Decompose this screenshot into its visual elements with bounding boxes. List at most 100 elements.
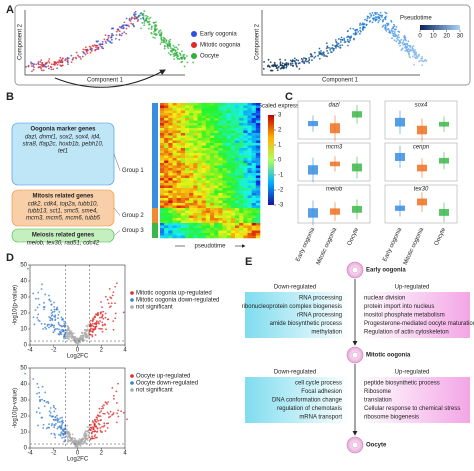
heatmap-cell bbox=[193, 228, 198, 231]
heatmap-cell bbox=[214, 133, 219, 136]
box bbox=[308, 165, 318, 175]
heatmap-cell bbox=[214, 170, 219, 174]
heatmap-cell bbox=[239, 123, 244, 126]
heatmap-cell bbox=[235, 103, 240, 106]
heatmap-cell bbox=[185, 135, 190, 139]
heatmap-cell bbox=[176, 118, 182, 121]
cell-point bbox=[361, 27, 364, 29]
cell-point bbox=[27, 64, 30, 67]
heatmap-cell bbox=[210, 145, 215, 149]
gene-point bbox=[96, 314, 99, 317]
cell-point bbox=[279, 61, 282, 64]
gene-point bbox=[99, 427, 102, 429]
heatmap-cell bbox=[243, 148, 248, 151]
heatmap-cell bbox=[214, 118, 219, 121]
heatmap-cell bbox=[172, 190, 177, 194]
heatmap-cell bbox=[164, 235, 169, 239]
stage-label: Oocyte bbox=[366, 443, 387, 449]
go-term: mRNA transport bbox=[299, 415, 342, 421]
heatmap-cell bbox=[247, 215, 252, 219]
heatmap-cell bbox=[214, 220, 219, 224]
cell-point bbox=[374, 18, 377, 21]
heatmap-cell bbox=[210, 185, 215, 189]
cell-point bbox=[30, 65, 33, 68]
gene-point bbox=[57, 317, 59, 320]
cell-point bbox=[298, 62, 301, 64]
heatmap-cell bbox=[226, 138, 232, 141]
gene-point bbox=[32, 292, 35, 295]
heatmap-cell bbox=[197, 135, 202, 139]
cell-point bbox=[80, 58, 82, 60]
heatmap-cell bbox=[222, 170, 227, 174]
cell-point bbox=[54, 61, 57, 63]
panel-label: E bbox=[245, 256, 252, 268]
heatmap-cell bbox=[205, 225, 211, 229]
cell-point bbox=[148, 23, 150, 25]
heatmap-cell bbox=[193, 215, 198, 219]
heatmap-cell bbox=[176, 105, 182, 109]
heatmap-cell bbox=[226, 105, 232, 109]
heatmap-cell bbox=[247, 195, 252, 199]
heatmap-cell bbox=[168, 148, 173, 151]
colorbar bbox=[268, 115, 274, 205]
y-tick-label: 20 bbox=[20, 414, 27, 420]
heatmap-cell bbox=[168, 105, 173, 109]
heatmap-cell bbox=[239, 168, 244, 171]
heatmap-cell bbox=[197, 143, 202, 146]
go-term: nuclear division bbox=[364, 296, 405, 302]
heatmap-cell bbox=[160, 215, 165, 219]
heatmap-cell bbox=[185, 203, 190, 206]
heatmap-cell bbox=[243, 188, 248, 191]
gene-point bbox=[83, 331, 86, 334]
gene-point bbox=[48, 410, 51, 413]
heatmap-cell bbox=[226, 220, 232, 224]
cell-point bbox=[104, 40, 107, 43]
gene-point bbox=[71, 335, 73, 338]
heatmap-cell bbox=[168, 150, 173, 154]
go-term: ribonucleoprotein complex biogenesis bbox=[242, 304, 342, 310]
heatmap-cell bbox=[230, 205, 236, 209]
heatmap-cell bbox=[164, 123, 169, 126]
gene-point bbox=[91, 328, 94, 331]
heatmap-cell bbox=[168, 205, 173, 209]
heatmap-cell bbox=[193, 188, 198, 191]
gene-point bbox=[45, 328, 48, 330]
cell-point bbox=[366, 17, 369, 20]
cell-point bbox=[285, 62, 288, 64]
heatmap-cell bbox=[189, 145, 194, 149]
cell-point bbox=[162, 36, 165, 39]
gene-point bbox=[109, 415, 112, 418]
gene-point bbox=[42, 306, 45, 309]
gene-point bbox=[64, 331, 67, 334]
heatmap-cell bbox=[160, 118, 165, 121]
heatmap-cell bbox=[235, 110, 240, 114]
heatmap-cell bbox=[197, 200, 202, 204]
heatmap-cell bbox=[226, 205, 232, 209]
gene-point bbox=[52, 326, 55, 329]
heatmap-cell bbox=[205, 188, 211, 191]
heatmap-cell bbox=[205, 200, 211, 204]
y-axis-label: -log10(p-value) bbox=[13, 388, 19, 428]
heatmap-cell bbox=[172, 148, 177, 151]
heatmap-cell bbox=[247, 198, 252, 201]
heatmap-cell bbox=[172, 110, 177, 114]
heatmap-cell bbox=[239, 145, 244, 149]
heatmap-cell bbox=[168, 230, 173, 234]
cell-point bbox=[84, 48, 87, 51]
x-tick-label: 2 bbox=[100, 348, 104, 354]
gene-point bbox=[59, 433, 62, 436]
colorbar-tick-label: 10 bbox=[430, 34, 437, 40]
heatmap-cell bbox=[251, 150, 257, 154]
heatmap-cell bbox=[251, 178, 257, 181]
heatmap-cell bbox=[239, 155, 244, 159]
gene-point bbox=[91, 435, 93, 438]
gene-point bbox=[54, 422, 57, 425]
cell-point bbox=[109, 40, 111, 43]
heatmap-cell bbox=[239, 228, 244, 231]
heatmap-cell bbox=[185, 143, 190, 146]
cell-point bbox=[327, 52, 330, 55]
heatmap-cell bbox=[222, 233, 227, 236]
cell-point bbox=[61, 61, 64, 64]
heatmap-cell bbox=[210, 130, 215, 134]
heatmap-cell bbox=[222, 225, 227, 229]
